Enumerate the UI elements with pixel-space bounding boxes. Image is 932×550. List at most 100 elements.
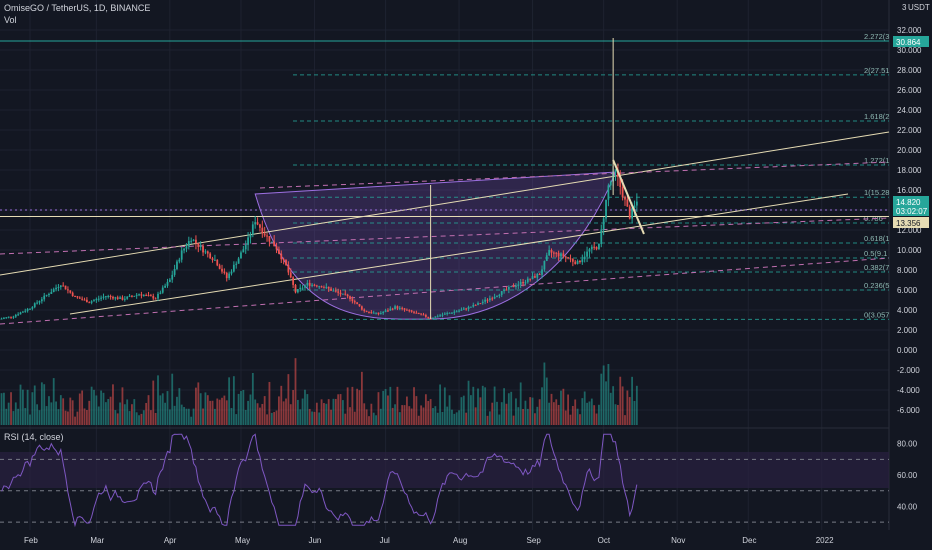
rsi-label[interactable]: RSI (14, close) [4, 432, 64, 442]
candle-body [555, 252, 558, 254]
candle-body [254, 222, 257, 225]
volume-bar [159, 395, 162, 425]
candle-body [387, 310, 389, 312]
volume-bar [477, 388, 479, 425]
volume-bar [178, 388, 181, 425]
volume-bar [436, 412, 439, 425]
candle-body [304, 285, 306, 288]
candle-body [21, 311, 24, 313]
candle-body [377, 312, 380, 315]
candle-body [323, 287, 325, 289]
volume-bar [398, 412, 401, 425]
volume-bar [116, 413, 119, 425]
overlay-lines [430, 159, 645, 319]
candle-body [133, 295, 136, 297]
volume-bar [48, 396, 50, 425]
price-tick-label: 10.000 [897, 246, 922, 255]
volume-bar [152, 380, 155, 425]
candle-body [176, 261, 178, 270]
volume-bar [29, 414, 31, 425]
candle-body [230, 271, 233, 274]
rsi-band [0, 452, 889, 488]
price-axis[interactable]: 32.000 30.000 28.000 26.000 24.000 22.000 20.0… [897, 26, 922, 415]
candle-body [579, 260, 581, 263]
candle-body [104, 296, 107, 298]
candle-body [71, 292, 74, 297]
volume-bar [261, 403, 264, 425]
volume-bar [36, 404, 39, 425]
candle-body [500, 291, 503, 295]
candle-body [384, 310, 387, 312]
candle-body [458, 310, 460, 312]
volume-bar [78, 393, 81, 425]
volume-bar [332, 398, 335, 425]
candle-body [486, 299, 489, 301]
volume-bar [344, 413, 347, 425]
volume-bar [526, 408, 529, 425]
candle-body [154, 298, 157, 300]
volume-label[interactable]: Vol [4, 15, 17, 25]
volume-bar [401, 405, 404, 425]
candle-body [496, 295, 498, 297]
volume-bar [583, 391, 586, 425]
candle-body [131, 295, 133, 297]
volume-bar [83, 408, 86, 425]
candle-body [199, 245, 202, 247]
volume-bar [323, 403, 325, 425]
candle-body [588, 249, 591, 252]
chart-title[interactable]: OmiseGO / TetherUS, 1D, BINANCE [4, 3, 151, 13]
price-tick-label: 20.000 [897, 146, 922, 155]
dashed-trend-low [0, 257, 890, 325]
volume-bar [204, 392, 207, 425]
candle-body [507, 286, 510, 290]
volume-bar [427, 400, 430, 425]
candle-body [285, 259, 287, 266]
volume-bar [493, 386, 496, 425]
candle-body [50, 292, 53, 294]
volume-bar [564, 410, 567, 425]
volume-bar [71, 400, 74, 425]
candle-body [263, 233, 266, 236]
candle-body [76, 296, 79, 298]
candle-body [3, 317, 5, 319]
volume-bar [74, 416, 76, 425]
candle-body [370, 312, 373, 314]
price-tick-label: 24.000 [897, 106, 922, 115]
candle-body [332, 290, 335, 292]
volume-bar [555, 399, 558, 425]
candle-body [121, 297, 124, 300]
candle-body [81, 298, 84, 300]
volume-bar [602, 365, 605, 425]
volume-bar [287, 374, 290, 425]
volume-bar [379, 408, 382, 425]
candle-body [45, 294, 48, 296]
volume-bar [571, 405, 574, 425]
volume-bar [93, 389, 95, 425]
volume-bar [311, 411, 313, 425]
volume-bar [320, 399, 323, 425]
candle-body [308, 282, 311, 286]
trend-channels [0, 131, 890, 325]
candle-body [299, 287, 302, 290]
fib-level-label: 2.272(3 [864, 32, 889, 41]
candle-body [313, 284, 316, 286]
candle-body [161, 287, 164, 293]
candle-body [149, 295, 152, 297]
volume-bar [590, 398, 593, 425]
volume-bar [57, 409, 60, 425]
candle-body [484, 299, 487, 302]
volume-bar [168, 409, 171, 425]
dashed-trend-upper [259, 161, 890, 189]
candle-body [467, 306, 470, 310]
volume-bar [550, 393, 553, 425]
volume-bar [443, 387, 446, 425]
volume-bar [19, 384, 22, 425]
volume-bar [567, 394, 570, 425]
candle-body [550, 249, 553, 253]
time-axis[interactable]: Feb Mar Apr May Jun Jul Aug Sep Oct Nov Dec 2022 [24, 536, 834, 545]
time-tick-label: Mar [90, 536, 104, 545]
candle-body [83, 299, 86, 301]
candle-body [14, 314, 17, 317]
volume-bar [43, 384, 46, 425]
